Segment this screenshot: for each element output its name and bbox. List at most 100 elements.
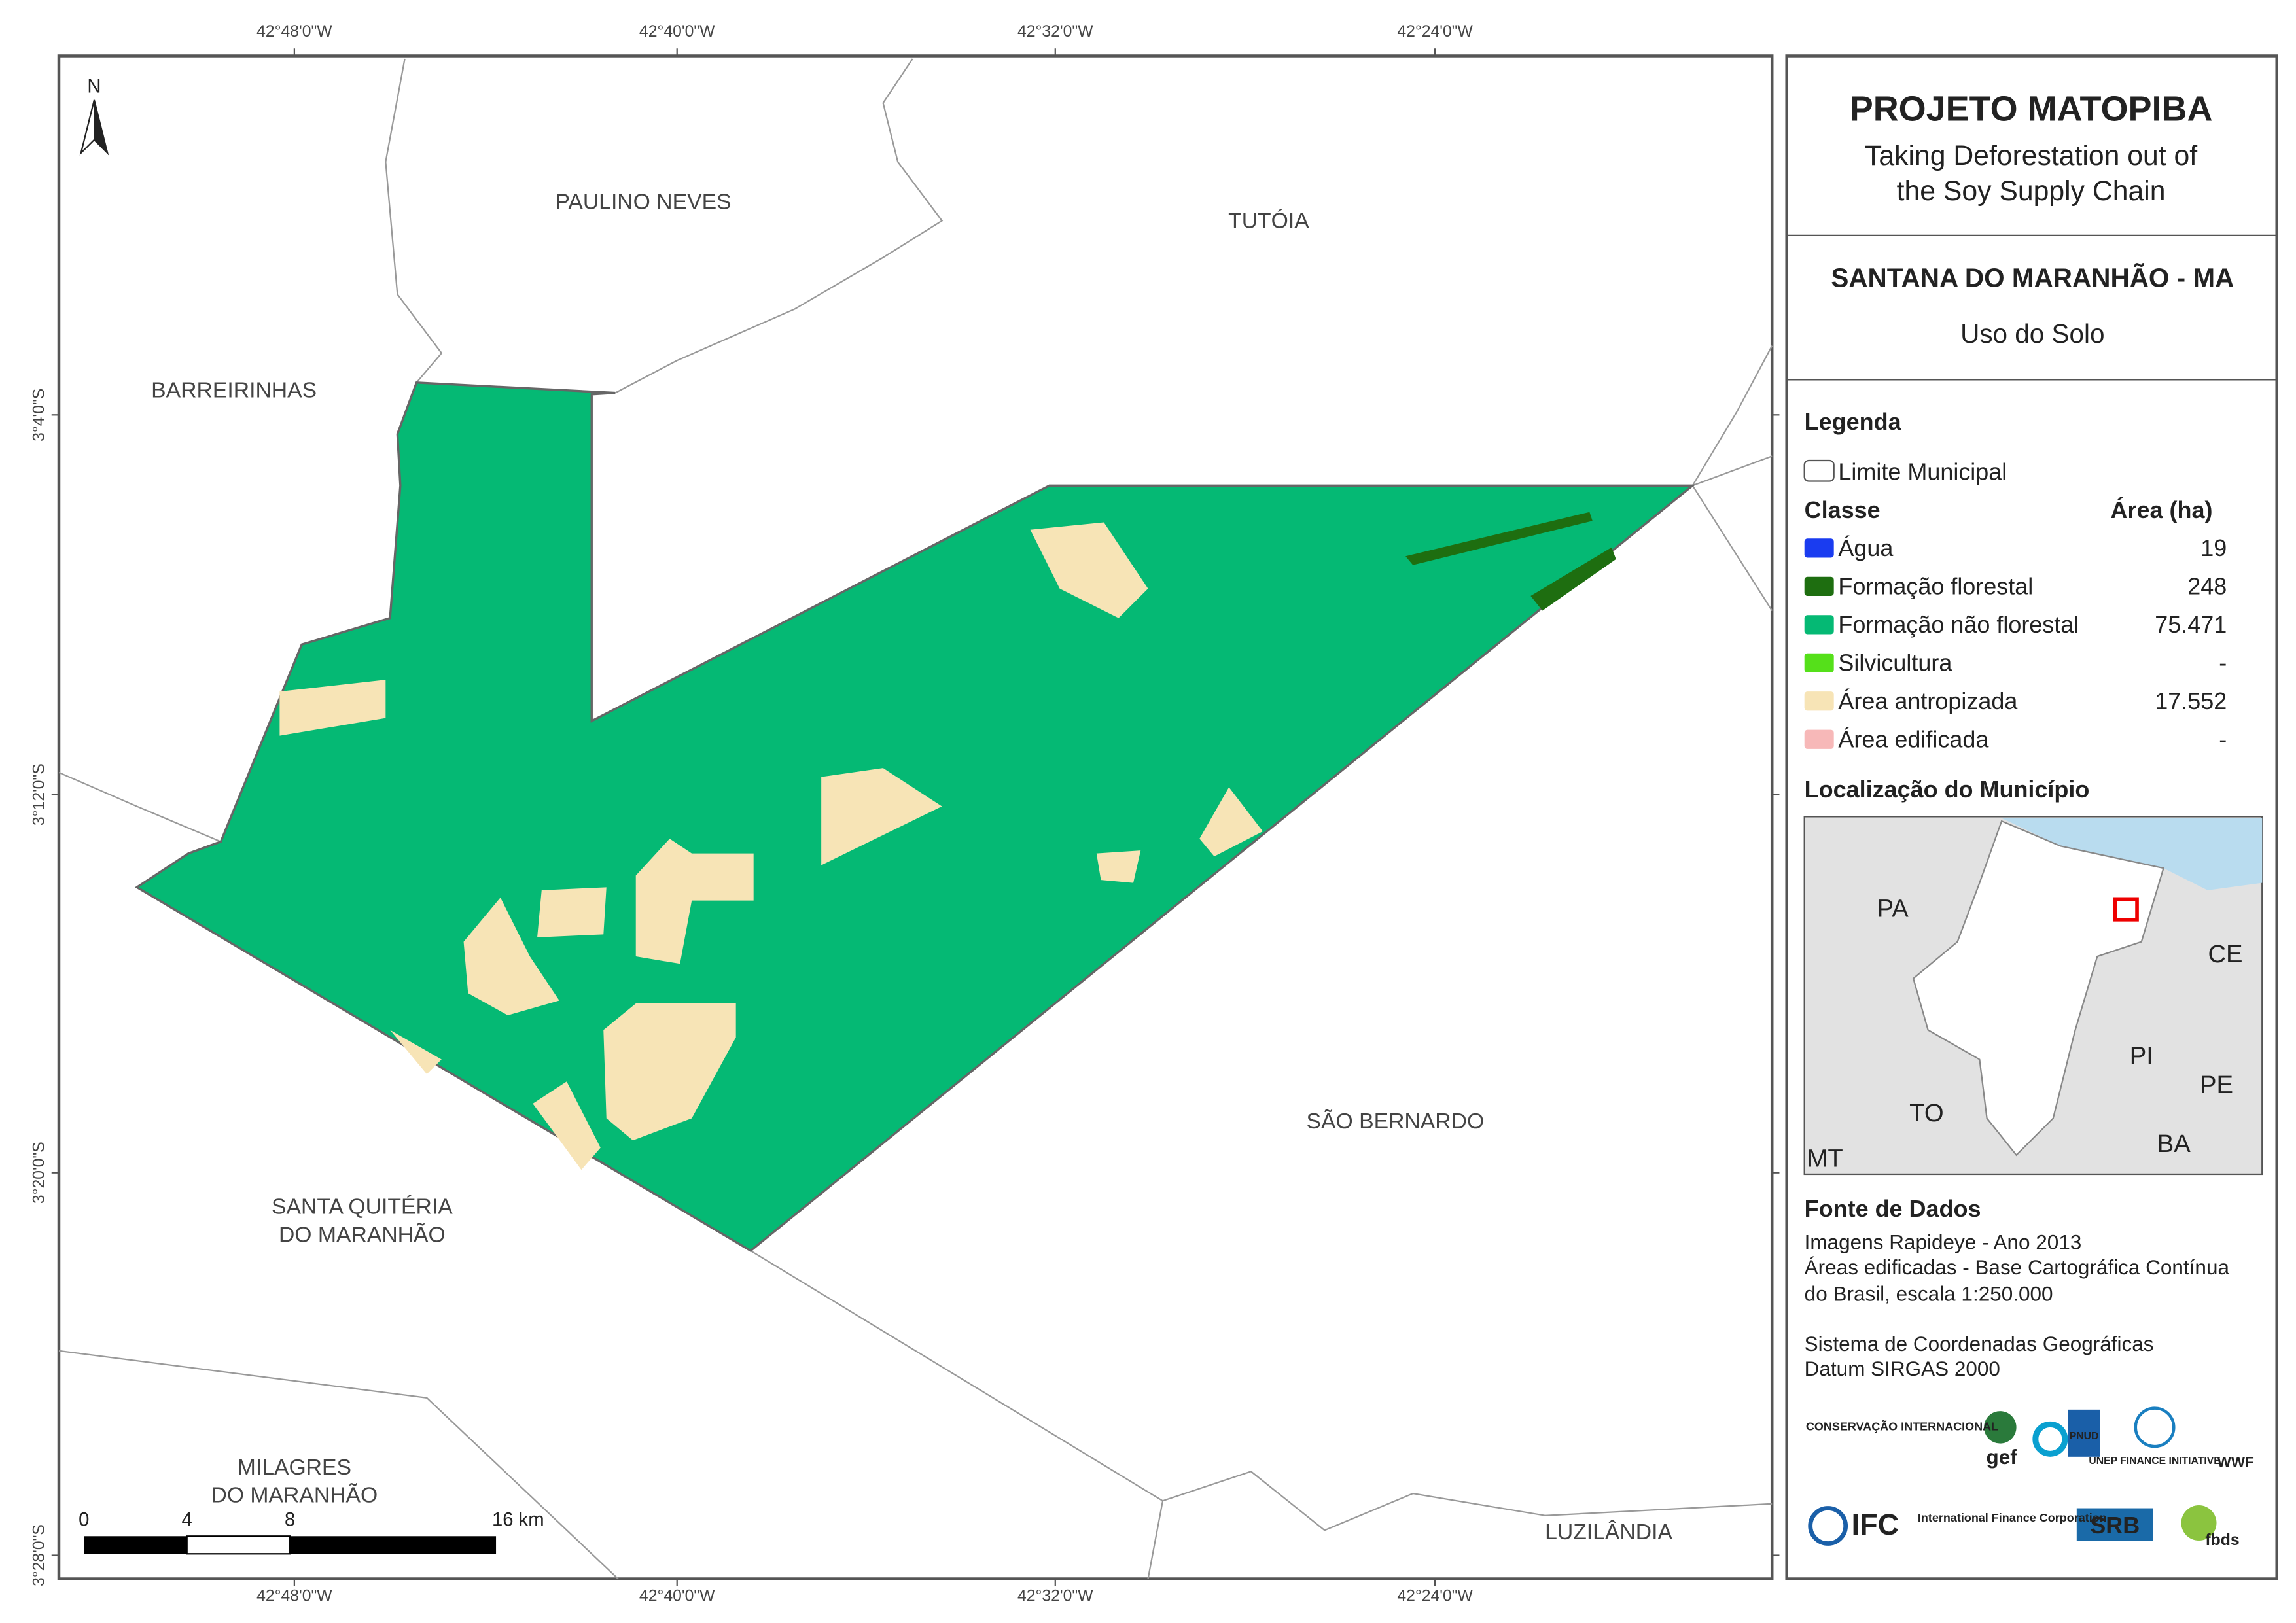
patch	[603, 1003, 736, 1141]
legend-area: 19	[2200, 534, 2227, 561]
location-title: Localização do Município	[1805, 776, 2090, 803]
boundary-line	[1162, 1471, 1773, 1531]
logo-mark	[2076, 1508, 2153, 1541]
legend-swatch	[1804, 691, 1834, 711]
location-map	[1803, 816, 2263, 1176]
source-line: Datum SIRGAS 2000	[1805, 1357, 2000, 1380]
y-coord-label: 3°4'0"S	[31, 389, 48, 442]
logo-text: CONSERVAÇÃO INTERNACIONAL	[1806, 1419, 1998, 1433]
x-coord-label: 42°40'0"W	[639, 1587, 715, 1605]
legend-boundary: Limite Municipal	[1838, 458, 2007, 485]
logo-mark	[2068, 1409, 2100, 1457]
legend-class-header: Classe	[1805, 497, 1881, 523]
sea	[2002, 818, 2263, 890]
place-label: BARREIRINHAS	[151, 377, 317, 402]
logo-text: SRB	[2090, 1512, 2140, 1539]
legend-swatch	[1804, 729, 1834, 749]
legend-class: Formação florestal	[1838, 573, 2033, 600]
subtitle: the Soy Supply Chain	[1897, 175, 2166, 207]
logo-mark	[2181, 1505, 2217, 1541]
logo-mark	[2134, 1406, 2176, 1448]
place-label: TUTÓIA	[1228, 209, 1309, 234]
legend-class: Formação não florestal	[1838, 611, 2079, 638]
x-coord-label: 42°40'0"W	[639, 23, 715, 41]
scale-label: 0	[79, 1510, 89, 1531]
legend-swatch	[1804, 576, 1834, 596]
maranhao-state	[1912, 820, 2164, 1157]
patch	[1096, 850, 1141, 883]
place-label: SÃO BERNARDO	[1307, 1109, 1485, 1134]
logo-text: International Finance Corporation	[1918, 1511, 2107, 1524]
logo-mark	[1808, 1506, 1848, 1546]
logo-text: fbds	[2205, 1531, 2239, 1549]
patch	[537, 887, 607, 937]
x-coord-label: 42°32'0"W	[1017, 23, 1093, 41]
logo-text: gef	[1986, 1445, 2017, 1469]
x-coord-label: 42°32'0"W	[1017, 1587, 1093, 1605]
state-label: TO	[1909, 1099, 1943, 1127]
forest-patches	[1405, 512, 1616, 611]
state-label: CE	[2208, 940, 2242, 968]
scale-segment	[290, 1536, 497, 1554]
patch	[635, 839, 754, 964]
anthropized-patches	[279, 522, 1263, 1170]
north-arrow-half	[94, 99, 108, 153]
legend-area: -	[2219, 650, 2227, 676]
place-label: LUZILÂNDIA	[1545, 1520, 1672, 1544]
x-coord-label: 42°24'0"W	[1397, 23, 1473, 41]
patch	[463, 898, 559, 1016]
legend-area-header: Área (ha)	[2111, 497, 2213, 523]
legend-class: Área edificada	[1838, 726, 1988, 753]
scale-segment	[84, 1536, 187, 1554]
patch	[1199, 787, 1263, 857]
state-label: PA	[1877, 894, 1909, 922]
source-line: Áreas edificadas - Base Cartográfica Con…	[1805, 1255, 2230, 1279]
state-label: MT	[1807, 1145, 1843, 1173]
patch	[1405, 512, 1593, 565]
municipal-boundaries	[58, 58, 1773, 1580]
scale-label: 16 km	[492, 1510, 544, 1531]
scale-label: 8	[285, 1510, 295, 1531]
north-label: N	[87, 77, 101, 97]
legend-area: 248	[2187, 573, 2227, 600]
boundary-line	[58, 1350, 619, 1580]
title: PROJETO MATOPIBA	[1850, 89, 2213, 128]
scale-label: 4	[182, 1510, 192, 1531]
state-label: PI	[2130, 1041, 2153, 1070]
map-theme: Uso do Solo	[1960, 319, 2104, 349]
legend-area: 75.471	[2155, 611, 2227, 638]
y-coord-label: 3°12'0"S	[31, 763, 48, 826]
y-coord-label: 3°20'0"S	[31, 1142, 48, 1204]
boundary-line	[1692, 455, 1773, 487]
place-label: SANTA QUITÉRIA	[272, 1195, 453, 1219]
legend-area: 17.552	[2155, 688, 2227, 714]
source-line: Sistema de Coordenadas Geográficas	[1805, 1332, 2154, 1355]
sources-title: Fonte de Dados	[1805, 1195, 1981, 1222]
boundary-line	[1691, 485, 1773, 612]
legend-swatch	[1804, 615, 1834, 635]
legend-class: Área antropizada	[1838, 688, 2017, 714]
logo-text: WWF	[2217, 1454, 2254, 1471]
boundary-swatch	[1803, 459, 1835, 482]
state-label: BA	[2157, 1130, 2191, 1158]
legend-area: -	[2219, 726, 2227, 753]
logos	[1808, 1406, 2217, 1546]
patch	[390, 1030, 442, 1075]
state-label: PE	[2200, 1071, 2233, 1099]
logo-text: UNEP FINANCE INITIATIVE	[2089, 1456, 2220, 1467]
patch	[279, 680, 386, 736]
source-line: Imagens Rapideye - Ano 2013	[1805, 1230, 2082, 1254]
logo-text: PNUD	[2070, 1431, 2099, 1442]
x-coord-label: 42°48'0"W	[256, 1587, 332, 1605]
boundary-line	[385, 58, 443, 383]
subtitle: Taking Deforestation out of	[1865, 140, 2197, 171]
legend-swatch	[1804, 653, 1834, 672]
municipality-name: SANTANA DO MARANHÃO - MA	[1831, 263, 2234, 293]
legend-swatch	[1804, 538, 1834, 558]
boundary-line	[1691, 345, 1773, 486]
legend-class: Silvicultura	[1838, 650, 1952, 676]
boundary-line	[58, 771, 221, 843]
logo-text: IFC	[1852, 1508, 1899, 1541]
